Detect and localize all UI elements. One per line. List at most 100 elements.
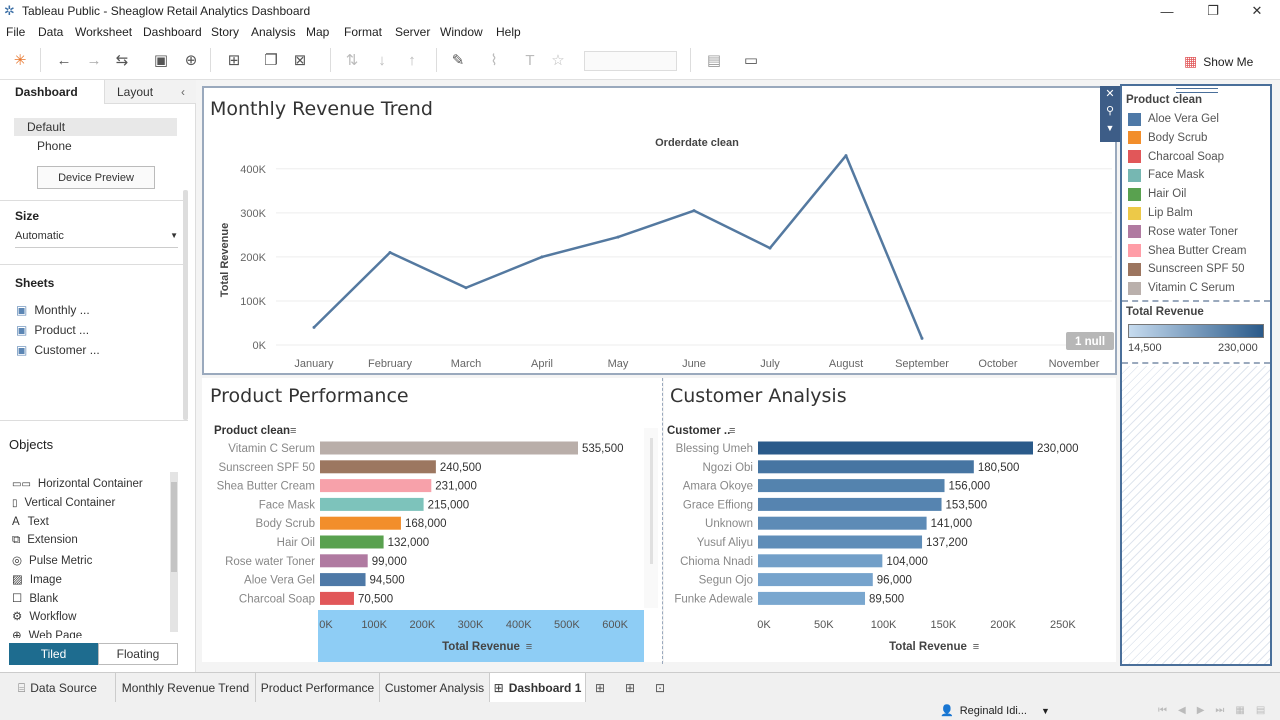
remove-sheet-icon[interactable]: ✕ <box>1105 88 1115 100</box>
category-label: Amara Okoye <box>683 481 753 493</box>
collapse-icon[interactable]: ‹ <box>181 84 186 99</box>
clear-sheet-icon[interactable]: ⊠ <box>293 52 307 69</box>
object-workflow[interactable]: ⚙ Workflow <box>12 611 77 623</box>
tab-layout[interactable]: Layout ‹ <box>104 80 196 104</box>
tab-customer-analysis[interactable]: Customer Analysis <box>380 673 490 703</box>
menu-format[interactable]: Format <box>344 25 383 39</box>
objects-scroll-thumb[interactable] <box>171 482 177 572</box>
tab-monthly-revenue[interactable]: Monthly Revenue Trend <box>116 673 256 703</box>
presentation-icon[interactable]: ▭ <box>743 52 759 69</box>
menu-map[interactable]: Map <box>306 25 330 39</box>
product-sheet[interactable]: Product Performance Product clean ≡ Vitami… <box>202 378 662 662</box>
tab-data-source[interactable]: ⌸ Data Source <box>0 673 116 703</box>
sheet-item[interactable]: ▣ Product ... <box>16 323 90 337</box>
device-preview-button[interactable]: Device Preview <box>37 166 155 189</box>
object-extension[interactable]: ⧉ Extension <box>12 534 78 546</box>
new-story-icon[interactable]: ⊡ <box>654 681 666 695</box>
legend-item[interactable]: Face Mask <box>1128 166 1204 184</box>
attach-icon[interactable]: ⌇ <box>490 52 498 69</box>
floating-button[interactable]: Floating <box>98 643 178 665</box>
menu-data[interactable]: Data <box>38 25 64 39</box>
tab-dashboard-1[interactable]: ⊞ Dashboard 1 <box>490 673 586 703</box>
sheet-item[interactable]: ▣ Monthly ... <box>16 303 90 317</box>
minimize-button[interactable]: — <box>1160 3 1174 19</box>
x-tick-label: July <box>760 358 780 370</box>
tab-product-performance[interactable]: Product Performance <box>256 673 380 703</box>
menu-server[interactable]: Server <box>395 25 431 39</box>
show-me-button[interactable]: ▦ Show Me <box>1184 53 1253 70</box>
sort-desc-icon[interactable]: ↑ <box>408 51 416 69</box>
new-datasource-icon[interactable]: ⊕ <box>184 52 198 69</box>
swap-icon[interactable]: ⇅ <box>345 52 359 69</box>
object-blank[interactable]: ☐ Blank <box>12 593 59 605</box>
objects-scrollbar[interactable] <box>170 472 178 632</box>
more-options-icon[interactable]: ▼ <box>1105 123 1115 133</box>
object-pulse-metric[interactable]: ◎ Pulse Metric <box>12 555 93 567</box>
legend-item[interactable]: Rose water Toner <box>1128 223 1238 241</box>
object-web-page[interactable]: ⊕ Web Page <box>12 628 82 638</box>
menu-file[interactable]: File <box>6 25 26 39</box>
fit-dropdown[interactable] <box>584 51 677 71</box>
highlight-icon[interactable]: ✎ <box>451 52 465 69</box>
chevron-down-icon: ▼ <box>1040 705 1050 716</box>
drag-handle[interactable] <box>1176 88 1218 93</box>
empty-hatched-area <box>1122 366 1270 664</box>
bar <box>758 573 873 587</box>
sheet-item[interactable]: ▣ Customer ... <box>16 343 100 357</box>
legend-item[interactable]: Hair Oil <box>1128 185 1186 203</box>
legend-item[interactable]: Body Scrub <box>1128 129 1207 147</box>
trend-column-header: Orderdate clean <box>655 137 739 149</box>
customer-sheet[interactable]: Customer Analysis Customer .. ≡ Blessing U… <box>664 378 1116 662</box>
object-horizontal-container[interactable]: ▭▭ Horizontal Container <box>12 478 143 490</box>
menu-help[interactable]: Help <box>496 25 521 39</box>
text-label-icon[interactable]: T <box>525 51 535 69</box>
trend-sheet[interactable]: Monthly Revenue Trend Orderdate clean 0K 1… <box>202 86 1117 375</box>
sort-asc-icon[interactable]: ↓ <box>378 51 386 69</box>
legend-item[interactable]: Shea Butter Cream <box>1128 242 1246 260</box>
close-button[interactable]: ✕ <box>1251 3 1263 18</box>
show-cards-icon[interactable]: ▤ <box>706 52 722 69</box>
tiled-button[interactable]: Tiled <box>9 643 98 665</box>
legend-swatch <box>1128 168 1141 182</box>
object-image[interactable]: ▨ Image <box>12 574 62 586</box>
menu-worksheet[interactable]: Worksheet <box>75 25 133 39</box>
horizontal-container-icon: ▭▭ <box>12 479 31 490</box>
tab-dashboard[interactable]: Dashboard <box>15 85 78 99</box>
tableau-home-icon[interactable]: ✳ <box>13 52 27 69</box>
device-phone[interactable]: Phone <box>37 139 72 153</box>
size-dropdown[interactable]: Automatic ▼ <box>15 230 178 248</box>
legend-item[interactable]: Sunscreen SPF 50 <box>1128 260 1245 278</box>
new-dashboard-icon[interactable]: ⊞ <box>624 681 636 695</box>
menu-story[interactable]: Story <box>211 25 240 39</box>
status-bar: 👤 Reginald Idi... ▼ ⏮◀▶⏭▦▤ <box>0 702 1280 720</box>
new-worksheet-icon[interactable]: ⊞ <box>594 681 606 695</box>
data-label: 94,500 <box>370 575 405 587</box>
legend-item[interactable]: Vitamin C Serum <box>1128 279 1235 297</box>
legend-item[interactable]: Charcoal Soap <box>1128 148 1224 166</box>
menu-dashboard[interactable]: Dashboard <box>143 25 202 39</box>
sheets-scrollbar[interactable] <box>183 190 188 420</box>
category-label: Vitamin C Serum <box>228 443 315 455</box>
new-sheet-icon[interactable]: ⊞ <box>227 52 241 69</box>
pin-icon[interactable]: ☆ <box>551 52 565 69</box>
device-default[interactable]: Default <box>14 118 177 136</box>
legend-item[interactable]: Aloe Vera Gel <box>1128 110 1219 128</box>
legend-item[interactable]: Lip Balm <box>1128 204 1193 222</box>
user-menu[interactable]: 👤 Reginald Idi... ▼ <box>940 704 1050 718</box>
legend-label: Sunscreen SPF 50 <box>1148 263 1245 276</box>
bar <box>758 479 945 493</box>
pin-sheet-icon[interactable]: ⚲ <box>1105 105 1115 117</box>
x-axis-title: Total Revenue <box>442 641 520 653</box>
replay-icon[interactable]: ⇆ <box>115 52 129 69</box>
maximize-button[interactable]: ❐ <box>1207 3 1219 18</box>
menu-window[interactable]: Window <box>440 25 483 39</box>
object-vertical-container[interactable]: ▯ Vertical Container <box>12 497 116 509</box>
undo-icon[interactable]: ← <box>56 51 72 69</box>
object-text[interactable]: A Text <box>12 516 49 528</box>
sheet-navigation[interactable]: ⏮◀▶⏭▦▤ <box>1158 705 1277 716</box>
redo-icon[interactable]: → <box>86 51 102 69</box>
duplicate-sheet-icon[interactable]: ❐ <box>264 52 278 69</box>
save-icon[interactable]: ▣ <box>153 52 169 69</box>
legend-swatch <box>1128 150 1141 164</box>
menu-analysis[interactable]: Analysis <box>251 25 296 39</box>
